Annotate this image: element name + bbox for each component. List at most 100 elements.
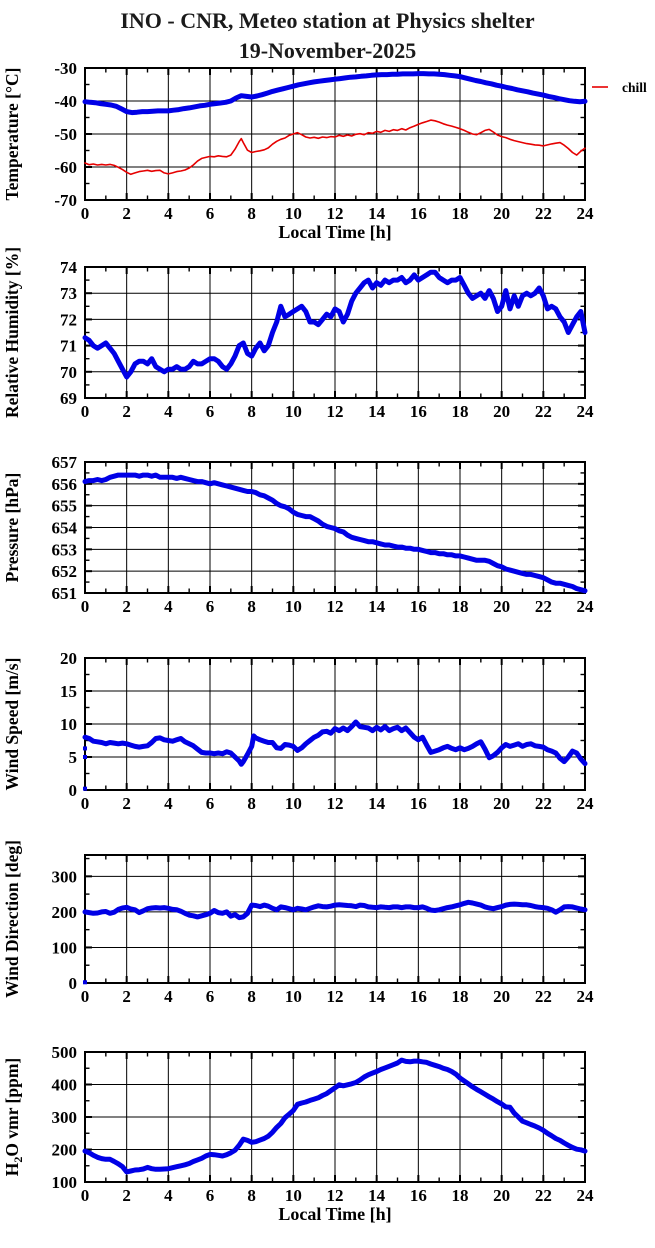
x-tick-label: 0 [81, 987, 90, 1006]
page-title: INO - CNR, Meteo station at Physics shel… [120, 8, 535, 33]
x-tick-label: 2 [122, 204, 131, 223]
y-tick-label: 653 [52, 540, 78, 559]
x-tick-label: 2 [122, 1186, 131, 1205]
x-tick-label: 22 [535, 1186, 552, 1205]
x-tick-label: 24 [577, 1186, 595, 1205]
x-tick-label: 6 [206, 1186, 215, 1205]
x-tick-label: 8 [247, 794, 256, 813]
x-tick-label: 12 [327, 987, 344, 1006]
x-tick-label: 8 [247, 402, 256, 421]
pressure-series [82, 472, 588, 594]
x-tick-label: 18 [452, 987, 469, 1006]
x-tick-label: 8 [247, 597, 256, 616]
x-tick-label: 12 [327, 794, 344, 813]
y-tick-label: 300 [52, 1108, 78, 1127]
x-tick-label: 4 [164, 1186, 173, 1205]
x-tick-label: 12 [327, 204, 344, 223]
relative-humidity-chart: 0 2 4 6 8 10 12 14 16 18 20 22 24697071727374Relativ… [2, 247, 594, 421]
x-tick-label: 16 [410, 204, 427, 223]
y-tick-label: 10 [60, 715, 77, 734]
y-tick-label: -30 [54, 59, 77, 78]
x-tick-label: 12 [327, 597, 344, 616]
x-tick-label: 20 [493, 597, 510, 616]
y-tick-label: 500 [52, 1043, 78, 1062]
relative-humidity-series [82, 269, 588, 380]
x-tick-label: 24 [577, 402, 595, 421]
x-tick-label: 14 [368, 1186, 386, 1205]
y-tick-label: 5 [69, 748, 78, 767]
temperature-x-axis-title: Local Time [h] [278, 222, 391, 242]
y-tick-label: 100 [52, 1173, 78, 1192]
x-tick-label: 0 [81, 794, 90, 813]
x-tick-label: 10 [285, 597, 302, 616]
y-tick-label: 74 [60, 258, 78, 277]
relative-humidity-y-axis-title: Relative Humidity [%] [2, 247, 22, 418]
y-tick-label: 657 [52, 453, 78, 472]
x-tick-label: 8 [247, 987, 256, 1006]
x-tick-label: 14 [368, 204, 386, 223]
h2o-vmr-series [82, 1057, 588, 1175]
y-tick-label: 0 [69, 974, 78, 993]
x-tick-label: 20 [493, 1186, 510, 1205]
air-temperature-series [82, 71, 588, 116]
y-tick-label: -70 [54, 191, 77, 210]
x-tick-label: 0 [81, 402, 90, 421]
h2o-vmr-y-axis-title: H2O vmr [ppm] [2, 1058, 25, 1176]
temperature-y-axis-title: Temperature [°C] [2, 68, 22, 201]
x-tick-label: 8 [247, 204, 256, 223]
x-tick-label: 22 [535, 402, 552, 421]
x-tick-label: 10 [285, 204, 302, 223]
y-tick-label: 100 [52, 938, 78, 957]
x-tick-label: 22 [535, 204, 552, 223]
x-tick-label: 4 [164, 987, 173, 1006]
y-tick-label: 70 [60, 363, 77, 382]
h2o-vmr-chart: 0 2 4 6 8 10 12 14 16 18 20 22 24100200300400500H2O … [2, 1043, 594, 1224]
x-tick-label: 6 [206, 204, 215, 223]
x-tick-label: 6 [206, 794, 215, 813]
x-tick-label: 20 [493, 402, 510, 421]
x-tick-label: 6 [206, 987, 215, 1006]
x-tick-label: 12 [327, 402, 344, 421]
wind-chill-legend: chill [592, 80, 647, 95]
pressure-chart: 0 2 4 6 8 10 12 14 16 18 20 22 246516526536546556566… [2, 453, 594, 616]
x-tick-label: 8 [247, 1186, 256, 1205]
wind-chill-series [84, 119, 586, 176]
y-tick-label: 71 [60, 337, 77, 356]
wind-speed-startup-points-series [83, 746, 87, 791]
x-tick-label: 22 [535, 794, 552, 813]
y-tick-label: 0 [69, 781, 78, 800]
x-tick-label: 24 [577, 987, 595, 1006]
x-tick-label: 20 [493, 794, 510, 813]
x-tick-label: 2 [122, 794, 131, 813]
y-tick-label: 200 [52, 1141, 78, 1160]
x-tick-label: 14 [368, 597, 386, 616]
x-tick-label: 18 [452, 597, 469, 616]
x-tick-label: 18 [452, 204, 469, 223]
x-tick-label: 16 [410, 794, 427, 813]
x-tick-label: 14 [368, 794, 386, 813]
x-tick-label: 16 [410, 402, 427, 421]
y-tick-label: 69 [60, 389, 77, 408]
x-tick-label: 2 [122, 987, 131, 1006]
x-tick-label: 16 [410, 1186, 427, 1205]
x-tick-label: 14 [368, 987, 386, 1006]
x-tick-label: 20 [493, 204, 510, 223]
x-tick-label: 16 [410, 987, 427, 1006]
y-tick-label: 72 [60, 310, 77, 329]
x-tick-label: 24 [577, 794, 595, 813]
x-tick-label: 4 [164, 597, 173, 616]
x-tick-label: 24 [577, 597, 595, 616]
x-tick-label: 6 [206, 597, 215, 616]
x-tick-label: 4 [164, 794, 173, 813]
y-tick-label: 656 [52, 475, 78, 494]
x-tick-label: 0 [81, 204, 90, 223]
y-tick-label: -50 [54, 125, 77, 144]
x-tick-label: 12 [327, 1186, 344, 1205]
x-tick-label: 16 [410, 597, 427, 616]
wind-direction-y-axis-title: Wind Direction [deg] [2, 840, 22, 998]
h2o-vmr-x-axis-title: Local Time [h] [278, 1204, 391, 1224]
y-tick-label: 654 [52, 519, 78, 538]
